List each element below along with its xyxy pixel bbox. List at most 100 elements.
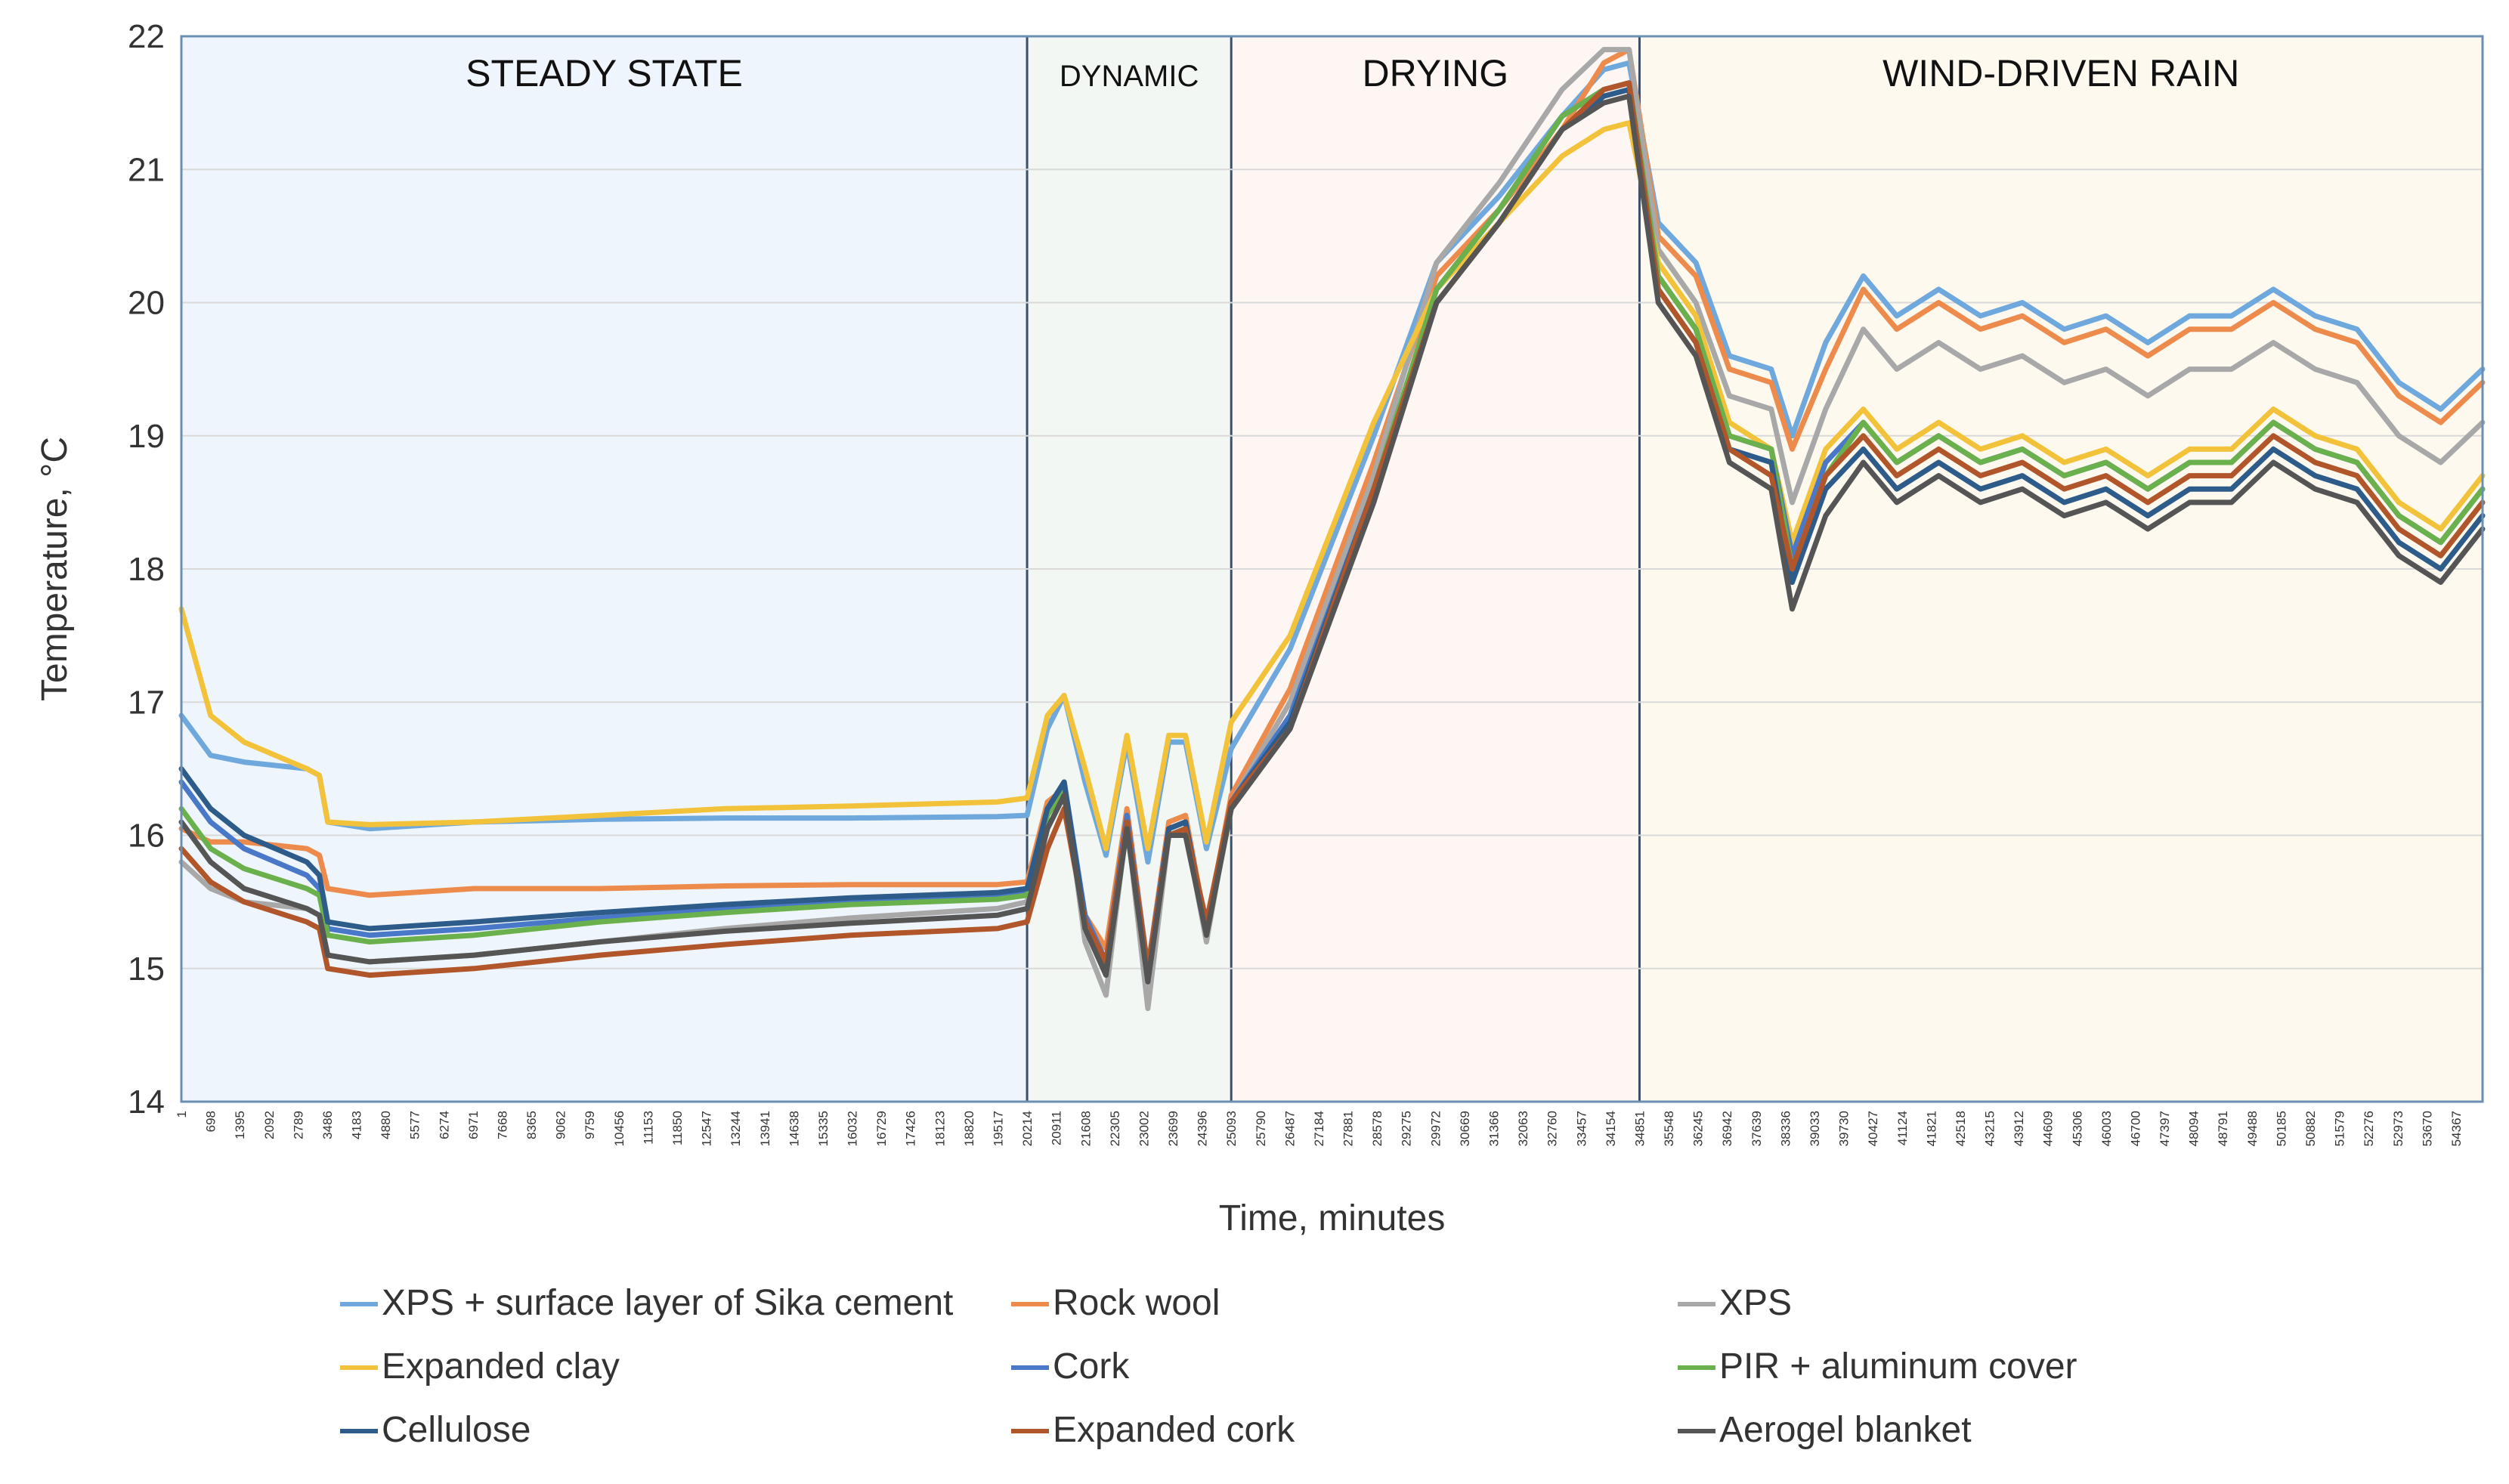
x-tick-label: 51579: [2333, 1111, 2347, 1146]
y-tick-label: 16: [128, 818, 165, 855]
x-tick-label: 38336: [1778, 1111, 1793, 1146]
legend-label-2: Rock wool: [1053, 1283, 1220, 1323]
x-tick-label: 30669: [1458, 1111, 1472, 1146]
x-tick-label: 7668: [495, 1111, 509, 1139]
x-tick-label: 2092: [262, 1111, 277, 1139]
x-tick-label: 39730: [1837, 1111, 1852, 1146]
x-tick-label: 24396: [1196, 1111, 1210, 1146]
x-tick-label: 1395: [233, 1111, 247, 1139]
x-tick-label: 4183: [350, 1111, 364, 1139]
x-tick-label: 32063: [1516, 1111, 1530, 1146]
x-tick-label: 52276: [2362, 1111, 2376, 1146]
legend-label-7: Cellulose: [382, 1410, 531, 1450]
phase-labels: STEADY STATE DYNAMIC DRYING WIND-DRIVEN RAI…: [466, 52, 2239, 94]
x-axis-ticks: 1 698 1395 2092 2789 3486 4183 4880 5577 6274 6971…: [175, 1111, 2464, 1146]
phase-label-1: STEADY STATE: [466, 52, 743, 94]
x-tick-label: 27184: [1312, 1111, 1326, 1146]
x-tick-label: 25790: [1254, 1111, 1268, 1146]
x-tick-label: 16032: [846, 1111, 860, 1146]
series-line-2: [178, 47, 2486, 972]
x-tick-label: 9759: [583, 1111, 597, 1139]
x-tick-label: 29275: [1400, 1111, 1414, 1146]
x-tick-label: 15335: [816, 1111, 831, 1146]
x-tick-label: 23002: [1137, 1111, 1151, 1146]
phase-label-3: DRYING: [1363, 52, 1509, 94]
x-tick-label: 54367: [2449, 1111, 2464, 1146]
x-tick-label: 35548: [1662, 1111, 1676, 1146]
x-tick-label: 3486: [320, 1111, 335, 1139]
x-tick-label: 29972: [1428, 1111, 1443, 1146]
x-tick-label: 12547: [700, 1111, 714, 1146]
x-tick-label: 14638: [787, 1111, 801, 1146]
plot-frame: [180, 35, 2484, 1103]
x-tick-label: 53670: [2420, 1111, 2434, 1146]
x-tick-label: 52973: [2391, 1111, 2405, 1146]
x-tick-label: 4880: [379, 1111, 393, 1139]
series-line-9: [178, 93, 2486, 985]
x-tick-label: 26487: [1282, 1111, 1297, 1146]
x-tick-label: 46700: [2128, 1111, 2142, 1146]
x-tick-label: 37639: [1749, 1111, 1764, 1146]
x-tick-label: 19517: [991, 1111, 1005, 1146]
x-tick-label: 17426: [904, 1111, 918, 1146]
x-tick-label: 50185: [2274, 1111, 2288, 1146]
x-tick-label: 18123: [933, 1111, 947, 1146]
y-tick-label: 22: [128, 18, 165, 55]
series-line-4: [178, 120, 2486, 852]
x-tick-label: 13244: [729, 1111, 743, 1146]
x-tick-label: 48094: [2187, 1111, 2201, 1146]
x-tick-label: 43215: [1983, 1111, 1997, 1146]
y-tick-label: 20: [128, 285, 165, 322]
x-tick-label: 47397: [2158, 1111, 2172, 1146]
x-tick-label: 27881: [1341, 1111, 1356, 1146]
x-tick-label: 39033: [1808, 1111, 1822, 1146]
legend-label-9: Aerogel blanket: [1719, 1410, 1972, 1450]
x-tick-label: 41821: [1924, 1111, 1938, 1146]
x-tick-label: 43912: [2012, 1111, 2026, 1146]
x-tick-label: 25093: [1224, 1111, 1239, 1146]
x-tick-label: 28578: [1370, 1111, 1384, 1146]
x-tick-label: 23699: [1166, 1111, 1180, 1146]
x-tick-label: 21608: [1078, 1111, 1093, 1146]
x-tick-label: 33457: [1574, 1111, 1589, 1146]
legend: XPS + surface layer of Sika cement Rock w…: [340, 1283, 2077, 1450]
x-tick-label: 42518: [1954, 1111, 1968, 1146]
x-tick-label: 16729: [874, 1111, 889, 1146]
x-tick-label: 45306: [2070, 1111, 2084, 1146]
x-tick-label: 31366: [1487, 1111, 1502, 1146]
x-tick-label: 8365: [524, 1111, 539, 1139]
x-tick-label: 46003: [2099, 1111, 2114, 1146]
x-tick-label: 10456: [612, 1111, 626, 1146]
x-tick-label: 6971: [466, 1111, 481, 1139]
series-line-1: [178, 60, 2486, 865]
x-tick-label: 2789: [291, 1111, 305, 1139]
x-tick-label: 18820: [962, 1111, 976, 1146]
x-tick-label: 40427: [1866, 1111, 1880, 1146]
x-axis-title: Time, minutes: [1219, 1198, 1446, 1238]
legend-label-6: PIR + aluminum cover: [1719, 1346, 2077, 1387]
x-tick-label: 11850: [670, 1111, 685, 1145]
phase-label-2: DYNAMIC: [1060, 60, 1199, 93]
x-tick-label: 698: [204, 1111, 218, 1132]
x-tick-label: 13941: [758, 1111, 772, 1146]
x-tick-label: 48791: [2216, 1111, 2230, 1146]
x-tick-label: 34851: [1632, 1111, 1647, 1146]
x-tick-label: 20911: [1050, 1111, 1064, 1145]
x-tick-label: 6274: [437, 1111, 451, 1139]
x-tick-label: 50882: [2303, 1111, 2318, 1146]
x-tick-label: 22305: [1108, 1111, 1122, 1146]
legend-label-4: Expanded clay: [382, 1346, 620, 1387]
y-tick-label: 19: [128, 418, 165, 455]
x-tick-label: 41124: [1895, 1111, 1910, 1145]
x-tick-label: 9062: [554, 1111, 568, 1139]
y-tick-label: 14: [128, 1084, 165, 1121]
legend-label-1: XPS + surface layer of Sika cement: [382, 1283, 953, 1323]
x-tick-label: 1: [175, 1111, 189, 1118]
phase-label-4: WIND-DRIVEN RAIN: [1883, 52, 2239, 94]
x-tick-label: 5577: [408, 1111, 422, 1139]
legend-label-8: Expanded cork: [1053, 1410, 1295, 1450]
x-tick-label: 36245: [1691, 1111, 1706, 1146]
x-tick-label: 34154: [1604, 1111, 1618, 1146]
legend-label-5: Cork: [1053, 1346, 1130, 1387]
